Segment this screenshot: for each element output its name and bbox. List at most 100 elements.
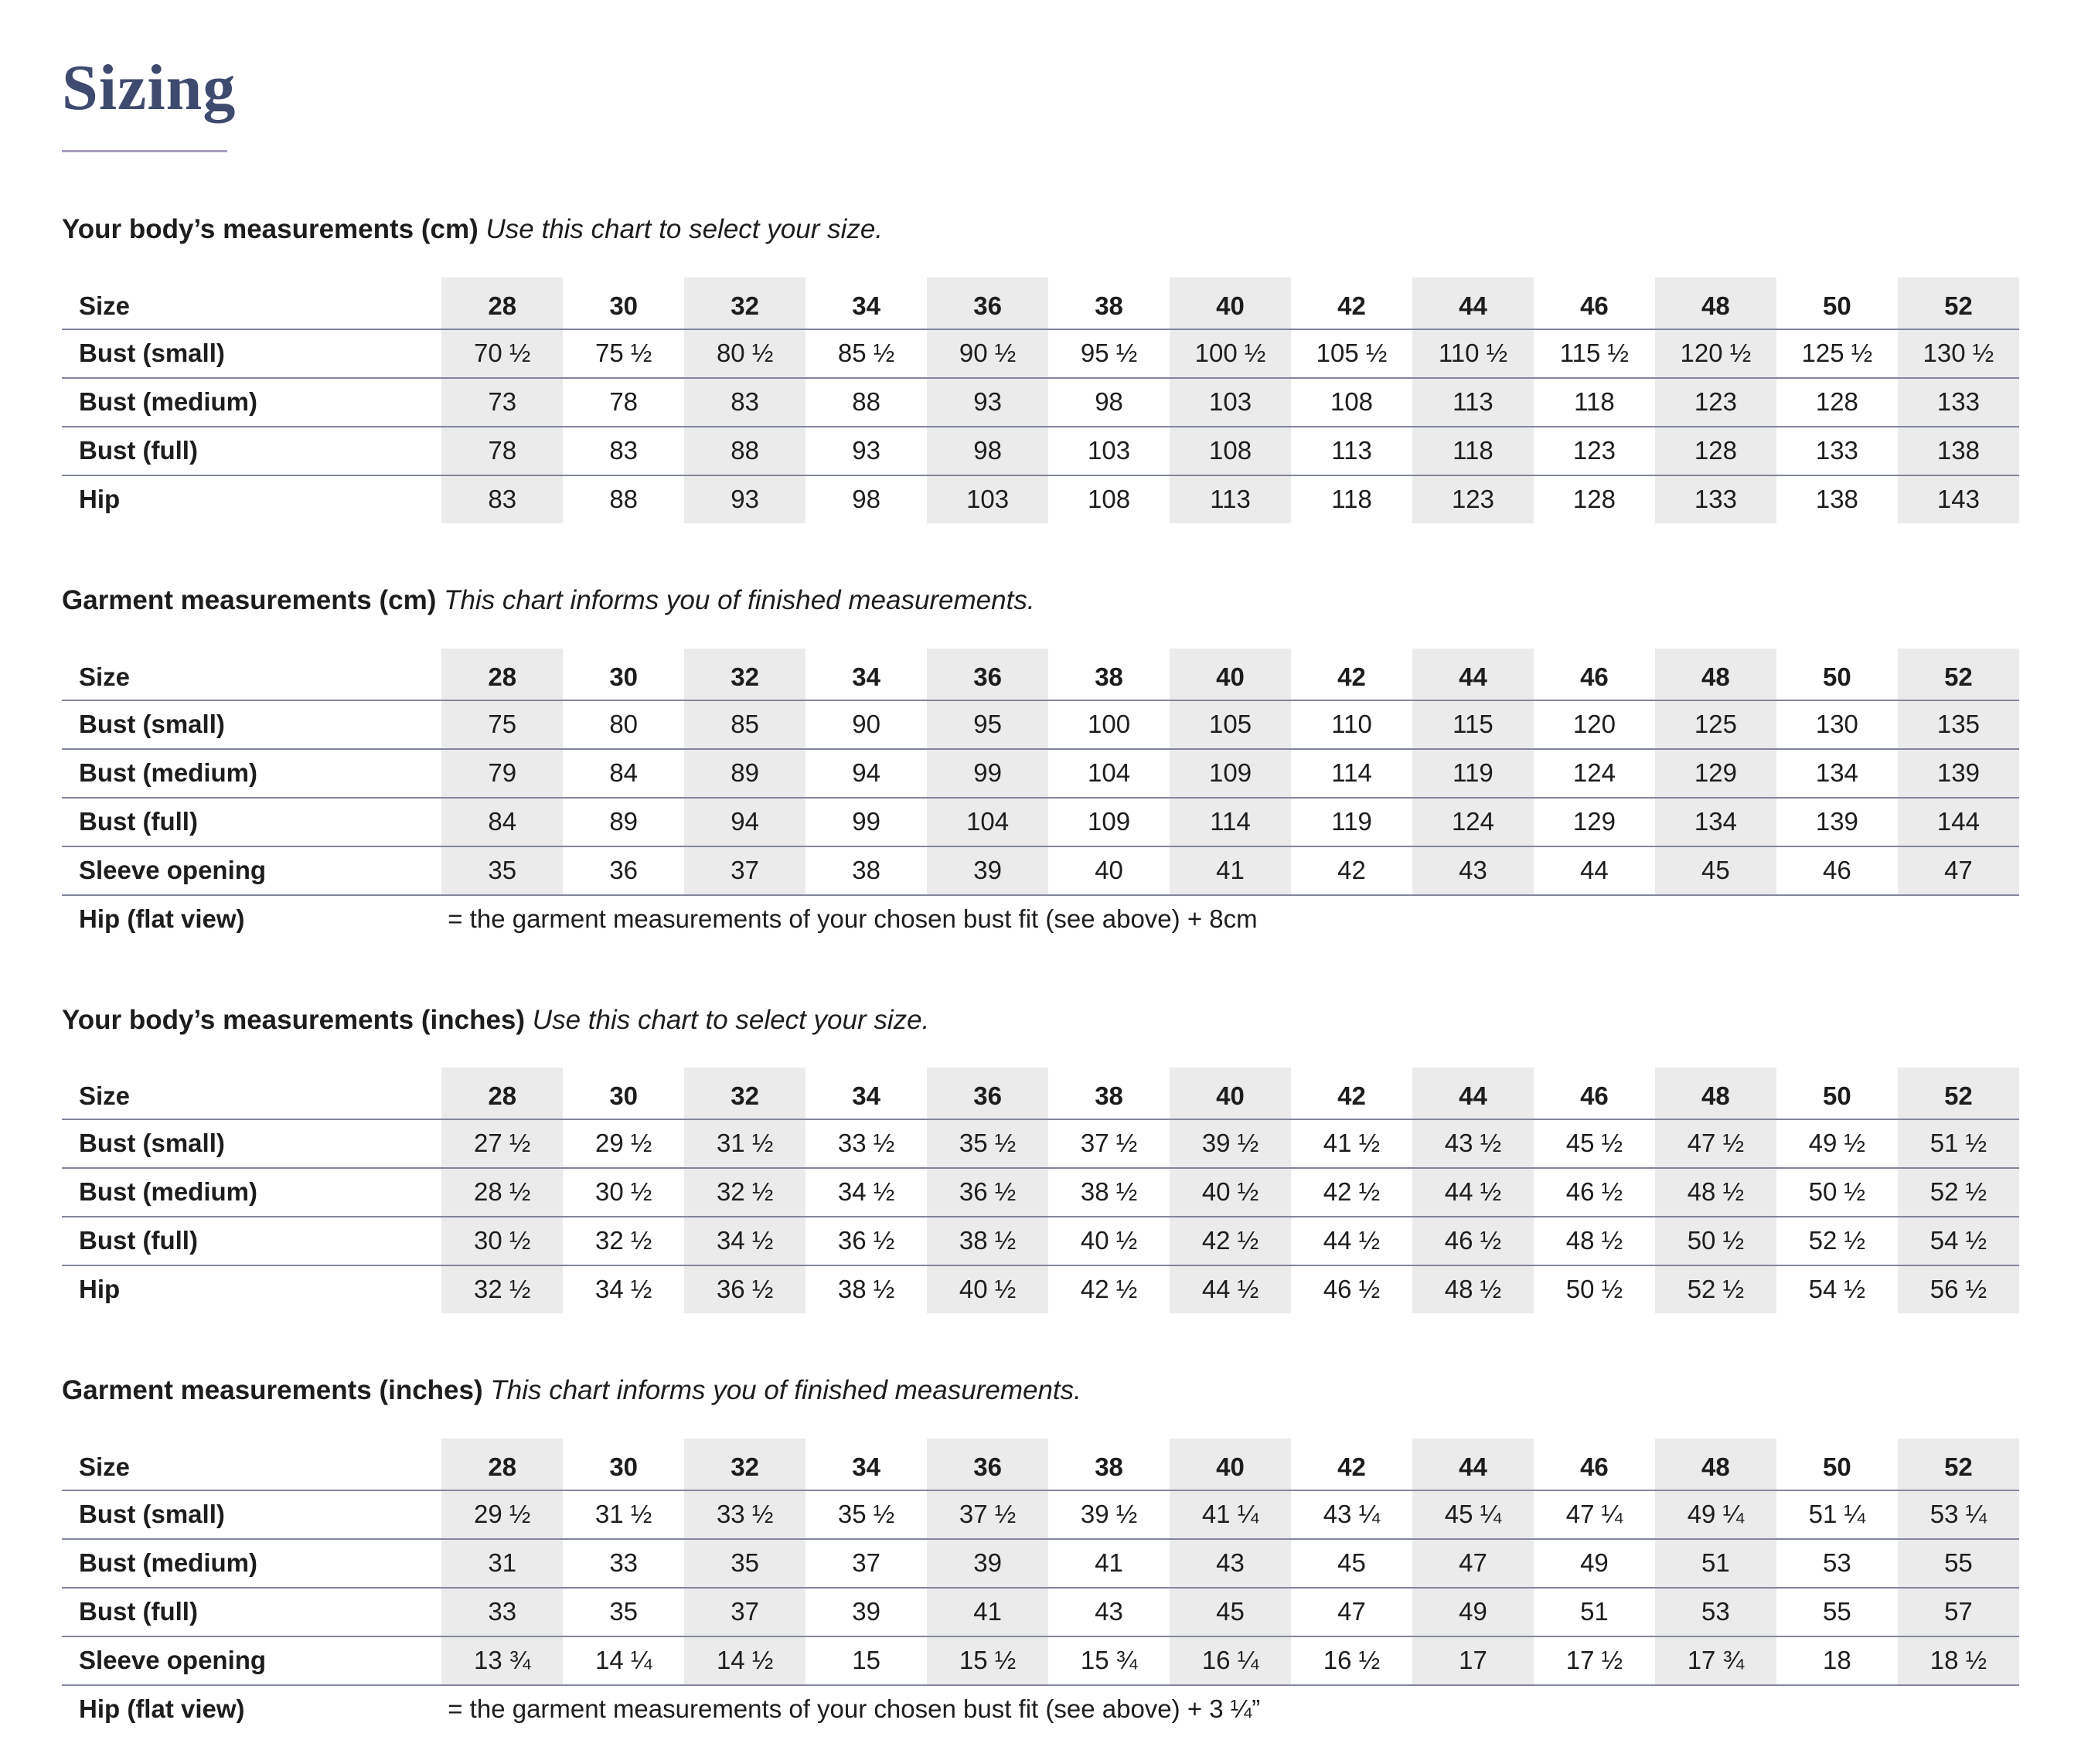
measurement-cell: 133 [1654,475,1776,523]
measurement-cell: 119 [1331,806,1372,836]
size-column-header: 34 [852,291,880,320]
measurement-cell: 32 ½ [594,1226,652,1255]
measurement-cell: 18 [1823,1646,1851,1674]
measurement-cell: 35 [609,1597,639,1626]
measurement-cell: 39 ½ [1080,1500,1138,1528]
table-row: Bust (medium) 73 78 83 88 93 98 103 108 113 118 123… [62,377,2019,427]
measurement-cell: 35 ½ [837,1500,895,1528]
measurement-cell: 53 [1654,1588,1776,1636]
measurement-cell: 40 [1095,855,1123,884]
size-column-header: 48 [1654,1068,1776,1120]
measurement-cell: 88 [852,387,880,416]
section-heading: Garment measurements (cm) This chart inf… [62,584,2019,618]
measurement-cell: 55 [1823,1597,1851,1626]
size-header-row: Size 28 30 32 34 36 38 40 42 44 46 48 50 52 [62,1068,2019,1120]
measurement-cell: 88 [684,426,806,475]
measurement-cell: 47 [1412,1539,1534,1588]
row-label: Bust (full) [79,1597,198,1626]
table-row: Bust (full) 33 35 37 39 41 43 45 47 49 51 53 55 57 [62,1588,2019,1636]
section-heading-italic: This chart informs you of finished measu… [490,1375,1081,1406]
row-label: Bust (small) [79,1500,225,1528]
measurement-cell: 54 ½ [1808,1275,1866,1304]
section-body-measurements-cm: Your body’s measurements (cm) Use this c… [62,213,2019,523]
measurement-cell: 32 ½ [684,1168,806,1217]
measurement-cell: 45 [1654,846,1776,895]
measurement-cell: 115 ½ [1559,338,1630,367]
measurement-cell: 37 [852,1548,880,1577]
measurement-cell: 36 ½ [684,1265,806,1314]
measurement-cell: 51 ½ [1897,1119,2019,1169]
measurement-cell: 49 ½ [1808,1129,1866,1158]
measurement-cell: 38 ½ [837,1275,895,1304]
size-row-label: Size [79,291,131,320]
size-column-header: 28 [441,277,564,329]
size-column-header: 34 [852,662,880,691]
row-label: Bust (medium) [79,1177,257,1207]
measurement-cell: 39 [927,1539,1049,1588]
measurement-cell: 45 [1170,1588,1292,1636]
measurement-cell: 118 [1412,426,1534,475]
measurement-cell: 17 ¾ [1654,1636,1776,1685]
measurement-cell: 29 ½ [441,1490,564,1539]
table-row: Bust (small) 75 80 85 90 95 100 105 110 115 120 125… [62,700,2019,749]
measurement-cell: 100 [1088,709,1131,738]
measurement-cell: 38 [852,855,880,884]
table-row: Bust (small) 70 ½ 75 ½ 80 ½ 85 ½ 90 ½ 95 ½ 100 … [62,329,2019,378]
measurement-cell: 47 ¼ [1565,1500,1623,1528]
size-column-header: 32 [684,1439,806,1490]
measurement-cell: 14 ½ [684,1636,806,1685]
row-label: Bust (full) [79,806,198,836]
measurement-cell: 94 [852,758,880,787]
measurement-cell: 33 [441,1588,564,1636]
measurement-cell: 45 ½ [1565,1129,1623,1158]
measurement-cell: 89 [684,748,806,798]
measurement-cell: 33 ½ [837,1129,895,1158]
measurement-cell: 128 [1572,484,1616,513]
measurement-cell: 53 [1823,1548,1851,1577]
measurement-cell: 47 ½ [1654,1119,1776,1169]
measurement-cell: 105 ½ [1316,338,1388,367]
measurement-cell: 33 [609,1548,639,1577]
measurement-cell: 79 [441,748,564,798]
measurement-cell: 139 [1897,748,2019,798]
note-label: Hip (flat view) [79,1694,245,1723]
size-column-header: 36 [927,277,1049,329]
table-row: Bust (small) 27 ½ 29 ½ 31 ½ 33 ½ 35 ½ 37 ½ 39 ½… [62,1119,2019,1169]
table-row: Bust (full) 30 ½ 32 ½ 34 ½ 36 ½ 38 ½ 40 ½ 42 ½ 4… [62,1217,2019,1266]
size-row-label: Size [79,1452,131,1481]
size-column-header: 34 [852,1081,880,1111]
measurement-cell: 129 [1654,748,1776,798]
measurement-cell: 50 ½ [1654,1217,1776,1266]
measurement-cell: 36 ½ [837,1226,895,1255]
row-label: Bust (full) [79,1226,198,1255]
measurement-cell: 43 [1095,1597,1123,1626]
measurement-cell: 41 ¼ [1170,1490,1292,1539]
measurement-cell: 123 [1572,435,1616,465]
measurement-cell: 98 [852,484,880,513]
measurement-cell: 93 [852,435,880,465]
measurement-cell: 103 [927,475,1049,523]
measurement-cell: 51 [1654,1539,1776,1588]
measurement-cell: 40 ½ [927,1265,1049,1314]
measurement-cell: 38 ½ [1080,1177,1138,1207]
measurement-cell: 15 [852,1646,880,1674]
measurement-cell: 95 [927,700,1049,749]
measurement-cell: 53 ¼ [1897,1490,2019,1539]
measurement-cell: 139 [1815,806,1858,836]
row-label: Bust (full) [79,435,198,465]
measurement-cell: 114 [1170,797,1292,846]
size-column-header: 50 [1823,291,1851,320]
measurement-cell: 44 [1580,855,1609,884]
measurement-cell: 108 [1170,426,1292,475]
table-row: Hip 83 88 93 98 103 108 113 118 123 128 133 138 143 [62,475,2019,523]
measurement-cell: 108 [1330,387,1374,416]
size-column-header: 46 [1580,662,1609,691]
size-column-header: 50 [1823,1081,1851,1111]
measurement-cell: 119 [1412,748,1534,798]
measurement-cell: 75 [441,700,564,749]
size-column-header: 48 [1654,1439,1776,1490]
size-header-row: Size 28 30 32 34 36 38 40 42 44 46 48 50 52 [62,648,2019,700]
size-column-header: 44 [1412,1439,1534,1490]
measurement-cell: 85 [684,700,806,749]
measurement-cell: 138 [1897,426,2019,475]
